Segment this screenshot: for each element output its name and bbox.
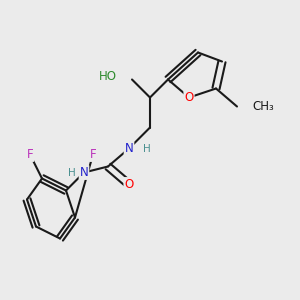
Text: CH₃: CH₃ — [252, 100, 274, 113]
Text: O: O — [124, 178, 134, 191]
Text: F: F — [27, 148, 33, 161]
Text: N: N — [124, 142, 134, 155]
Text: N: N — [80, 166, 88, 179]
Text: H: H — [143, 143, 151, 154]
Text: H: H — [68, 167, 76, 178]
Text: F: F — [90, 148, 96, 161]
Text: HO: HO — [99, 70, 117, 83]
Text: O: O — [184, 91, 194, 104]
